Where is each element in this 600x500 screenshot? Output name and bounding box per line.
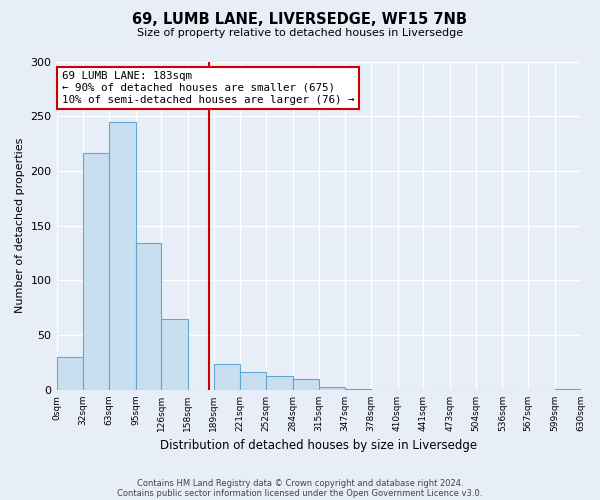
Text: Contains public sector information licensed under the Open Government Licence v3: Contains public sector information licen… — [118, 488, 482, 498]
Text: 69 LUMB LANE: 183sqm
← 90% of detached houses are smaller (675)
10% of semi-deta: 69 LUMB LANE: 183sqm ← 90% of detached h… — [62, 72, 354, 104]
Bar — [214, 364, 241, 390]
Bar — [555, 389, 581, 390]
Bar — [56, 357, 83, 390]
Y-axis label: Number of detached properties: Number of detached properties — [15, 138, 25, 314]
Text: Size of property relative to detached houses in Liversedge: Size of property relative to detached ho… — [137, 28, 463, 38]
Bar — [161, 319, 188, 390]
Bar — [109, 122, 136, 390]
Bar — [136, 243, 161, 390]
Text: 69, LUMB LANE, LIVERSEDGE, WF15 7NB: 69, LUMB LANE, LIVERSEDGE, WF15 7NB — [133, 12, 467, 28]
Bar — [293, 379, 319, 390]
Bar — [83, 154, 109, 390]
Bar — [241, 372, 266, 390]
Text: Contains HM Land Registry data © Crown copyright and database right 2024.: Contains HM Land Registry data © Crown c… — [137, 478, 463, 488]
Bar — [266, 376, 293, 390]
X-axis label: Distribution of detached houses by size in Liversedge: Distribution of detached houses by size … — [160, 440, 477, 452]
Bar — [345, 389, 371, 390]
Bar — [319, 386, 345, 390]
